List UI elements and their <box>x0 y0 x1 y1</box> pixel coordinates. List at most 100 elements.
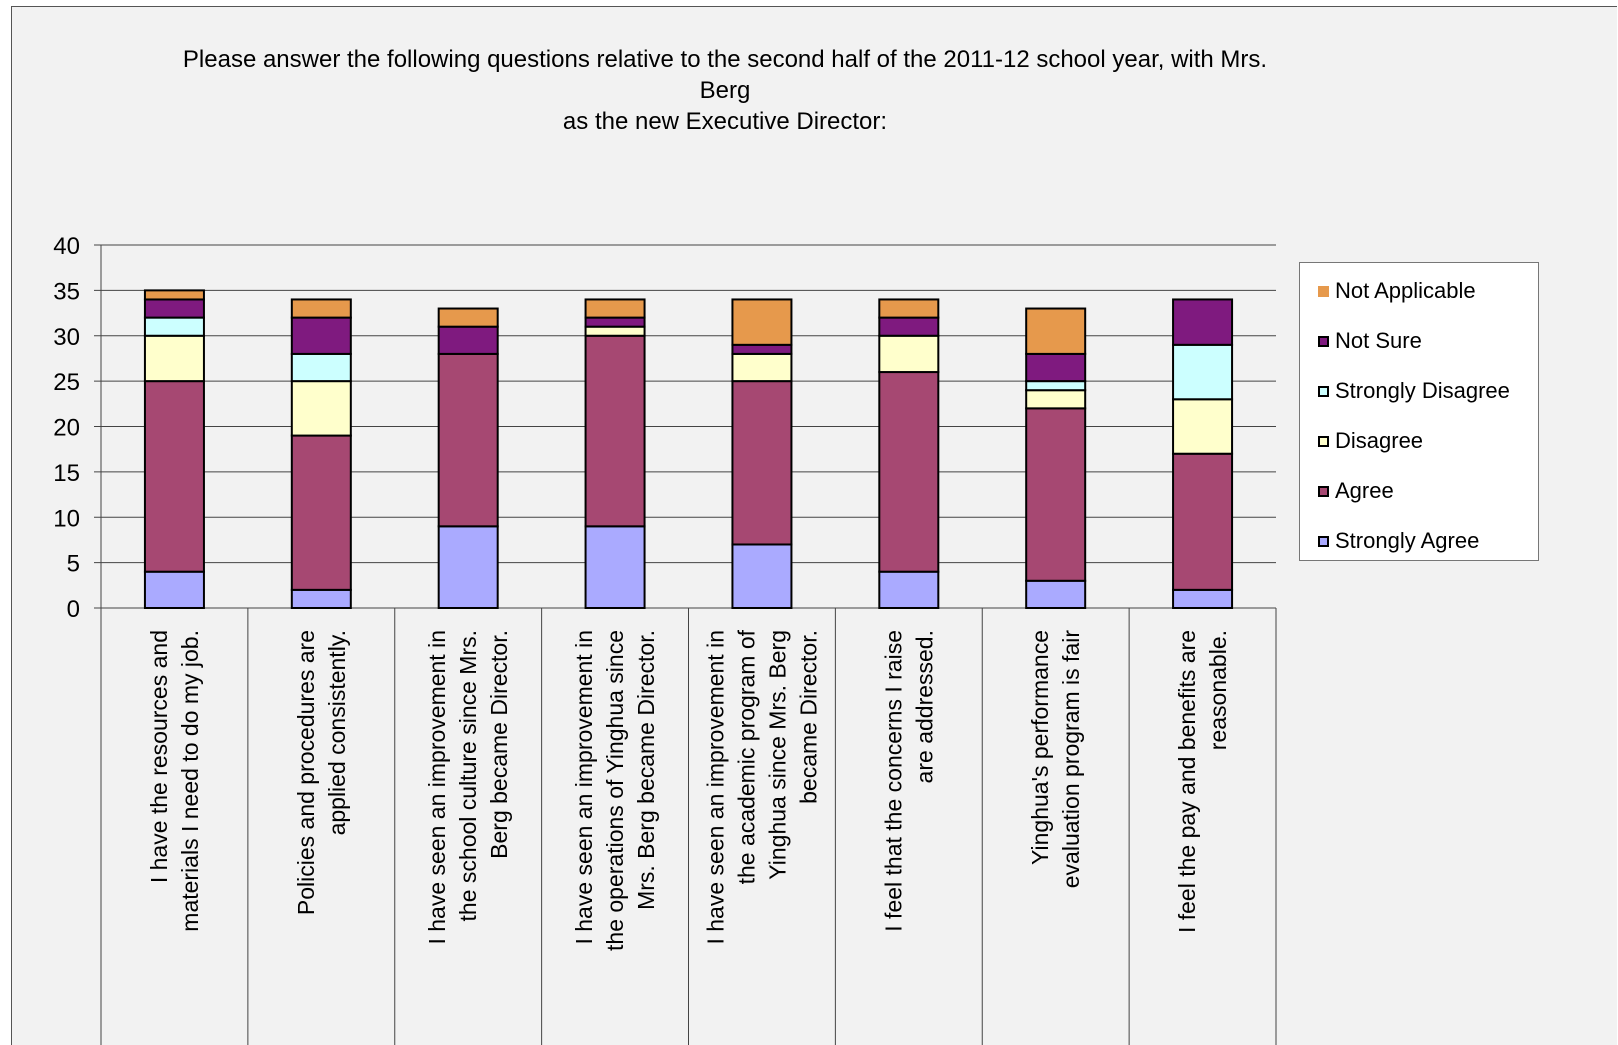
bar-segment <box>731 543 793 609</box>
legend-item: Agree <box>1318 478 1394 504</box>
bar-segment <box>584 316 646 328</box>
bar-segment <box>1025 389 1087 410</box>
bar-segment <box>584 298 646 319</box>
bar-segment <box>1025 352 1087 383</box>
x-tick-label: Yinghua's performance evaluation program … <box>1027 630 1084 889</box>
bar-segment <box>143 334 205 383</box>
x-tick-label-line: reasonable. <box>1205 630 1231 750</box>
bar-segment <box>1172 343 1234 401</box>
x-tick-label-text: I feel that the concerns I raise are addr… <box>880 630 937 932</box>
legend-label: Strongly Disagree <box>1335 378 1510 403</box>
bar-segment <box>584 525 646 610</box>
bar-segment <box>584 325 646 337</box>
bar-segment <box>1172 298 1234 346</box>
x-tick-label-line: Berg became Director. <box>486 630 512 859</box>
chart-title-line: as the new Executive Director: <box>562 108 888 135</box>
legend-label: Disagree <box>1335 428 1424 453</box>
x-tick-label-line: I have seen an improvement in <box>702 630 728 945</box>
bar-segment <box>1025 579 1087 610</box>
legend-swatch <box>1318 435 1329 447</box>
bar-segment <box>731 352 793 383</box>
bar-segment <box>290 588 352 609</box>
y-tick-label: 10 <box>53 505 80 532</box>
x-tick-label-text: I have seen an improvement in the operati… <box>571 630 659 951</box>
x-tick-label-line: I have seen an improvement in <box>424 630 450 945</box>
x-tick-label: I feel that the concerns I raise are addr… <box>880 630 937 932</box>
legend-swatch <box>1318 335 1329 347</box>
x-tick-label-line: evaluation program is fair <box>1058 630 1084 889</box>
y-tick-label: 20 <box>53 415 80 442</box>
bar-segment <box>437 352 499 528</box>
bar-segment <box>143 570 205 610</box>
x-tick-label-line: I feel the pay and benefits are <box>1174 630 1200 933</box>
bar-segment <box>878 298 940 319</box>
bar-segment <box>290 298 352 319</box>
x-tick-label-line: became Director. <box>795 630 821 804</box>
x-tick-label-line: materials I need to do my job. <box>177 630 203 932</box>
x-tick-label-line: I have the resources and <box>146 630 172 883</box>
bar-segment <box>878 570 940 610</box>
x-tick-label-text: I have the resources and materials I need… <box>146 630 203 932</box>
bar-segment <box>731 343 793 355</box>
x-tick-label-line: I feel that the concerns I raise <box>880 630 906 932</box>
x-tick-label-text: Yinghua's performance evaluation program … <box>1027 630 1084 889</box>
bar-segment <box>437 325 499 355</box>
bar-segment <box>290 352 352 383</box>
x-tick-label-line: the academic program of <box>733 629 759 884</box>
y-tick-label: 0 <box>67 596 80 623</box>
bar-segment <box>143 316 205 337</box>
legend-label: Not Sure <box>1335 328 1422 353</box>
legend-swatch <box>1318 385 1329 397</box>
x-tick-label-line: applied consistently. <box>324 630 350 835</box>
x-tick-label: Policies and procedures are applied consi… <box>293 630 350 915</box>
bar-segment <box>143 298 205 319</box>
bar-segment <box>290 316 352 355</box>
x-tick-label-text: I have seen an improvement in the academi… <box>702 629 821 944</box>
legend-item: Not Sure <box>1318 328 1422 354</box>
legend-item: Not Applicable <box>1318 278 1476 304</box>
bar-segment <box>143 289 205 301</box>
bar-segment <box>1025 380 1087 392</box>
y-tick-label: 40 <box>53 233 80 260</box>
legend-item: Strongly Disagree <box>1318 378 1510 404</box>
x-tick-label-line: Mrs. Berg became Director. <box>633 630 659 910</box>
bar-segment <box>1025 307 1087 355</box>
x-tick-label: I have the resources and materials I need… <box>146 630 203 932</box>
x-tick-label-line: are addressed. <box>911 630 937 783</box>
bar-segment <box>143 380 205 573</box>
legend-label: Agree <box>1335 478 1394 503</box>
bar-segment <box>290 380 352 437</box>
legend-swatch <box>1318 285 1329 297</box>
y-tick-label: 15 <box>53 460 80 487</box>
y-tick-label: 5 <box>67 551 80 578</box>
x-tick-label-line: Policies and procedures are <box>293 630 319 915</box>
legend-label: Strongly Agree <box>1335 528 1480 553</box>
bar-segment <box>731 298 793 346</box>
bar-segment <box>1172 588 1234 609</box>
x-tick-label: I feel the pay and benefits are reasonabl… <box>1174 630 1231 933</box>
y-tick-label: 25 <box>53 369 80 396</box>
x-tick-label: I have seen an improvement in the academi… <box>702 629 821 944</box>
x-tick-label-text: I feel the pay and benefits are reasonabl… <box>1174 630 1231 933</box>
legend: Not Applicable Not Sure Strongly Disagree D… <box>1299 262 1539 561</box>
x-tick-label-line: Yinghua since Mrs. Berg <box>764 630 790 880</box>
x-tick-label-text: I have seen an improvement in the school … <box>424 630 512 945</box>
bar-segment <box>878 334 940 374</box>
x-tick-label-line: Yinghua's performance <box>1027 630 1053 865</box>
bar-segment <box>290 434 352 591</box>
bar-segment <box>1172 398 1234 455</box>
y-tick-label: 35 <box>53 278 80 305</box>
x-tick-label: I have seen an improvement in the school … <box>424 630 512 945</box>
bar-segment <box>437 307 499 328</box>
bar-segment <box>731 380 793 546</box>
legend-swatch <box>1318 535 1329 547</box>
x-tick-label-text: Policies and procedures are applied consi… <box>293 630 350 915</box>
bar-segment <box>584 334 646 528</box>
x-tick-label: I have seen an improvement in the operati… <box>571 630 659 951</box>
bar-segment <box>1025 407 1087 582</box>
legend-label: Not Applicable <box>1335 278 1476 303</box>
bar-segment <box>878 316 940 337</box>
bar-segment <box>437 525 499 610</box>
chart-title: Please answer the following questions re… <box>180 44 1270 137</box>
